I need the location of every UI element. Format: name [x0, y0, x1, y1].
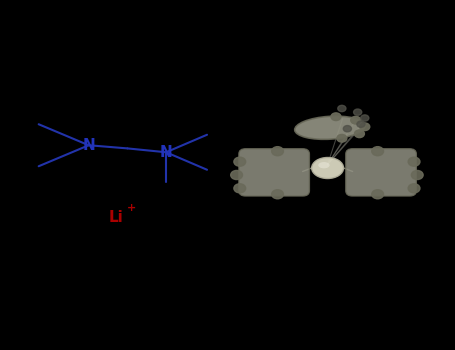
Circle shape	[331, 113, 341, 120]
FancyBboxPatch shape	[346, 149, 416, 196]
Ellipse shape	[318, 162, 329, 168]
Circle shape	[354, 109, 362, 116]
Circle shape	[272, 147, 283, 156]
Circle shape	[411, 170, 423, 180]
Circle shape	[337, 134, 347, 142]
Ellipse shape	[312, 158, 344, 178]
FancyBboxPatch shape	[239, 149, 309, 196]
Circle shape	[372, 147, 384, 156]
Circle shape	[231, 170, 243, 180]
Text: +: +	[126, 203, 136, 213]
Ellipse shape	[295, 116, 365, 139]
Text: Li: Li	[109, 210, 123, 224]
Text: N: N	[160, 145, 172, 160]
Circle shape	[354, 130, 364, 138]
Circle shape	[408, 157, 420, 166]
Circle shape	[357, 121, 365, 127]
Circle shape	[234, 157, 246, 166]
Circle shape	[361, 115, 369, 121]
Circle shape	[234, 184, 246, 193]
Circle shape	[351, 116, 361, 124]
Circle shape	[343, 126, 352, 132]
Text: N: N	[82, 138, 95, 153]
Circle shape	[372, 190, 384, 199]
Circle shape	[408, 184, 420, 193]
Circle shape	[338, 105, 346, 112]
Circle shape	[272, 190, 283, 199]
Circle shape	[360, 123, 370, 131]
